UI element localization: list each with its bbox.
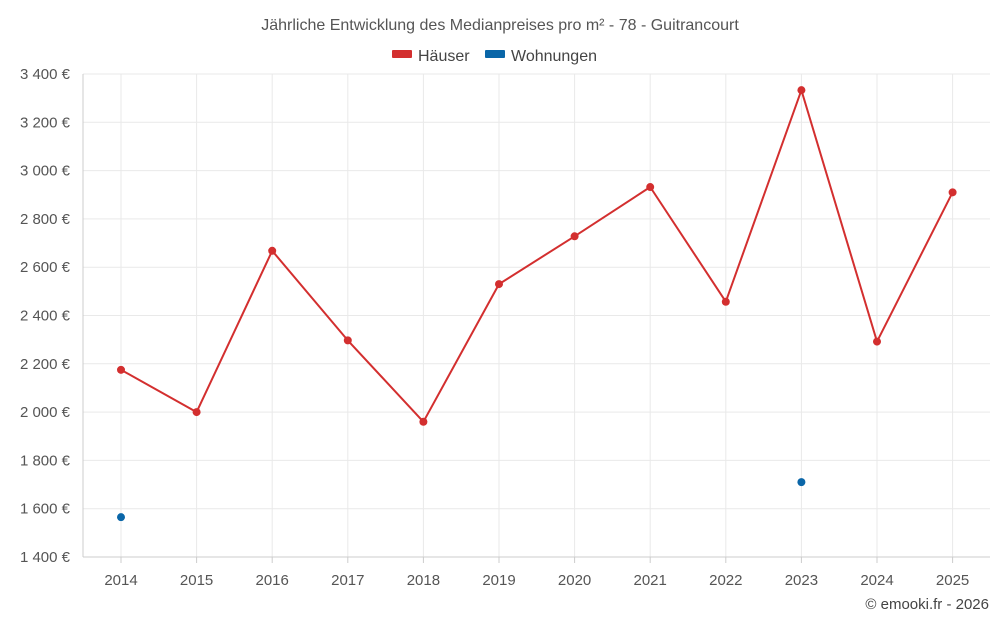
- data-point-hauser[interactable]: [419, 417, 428, 426]
- y-tick-label: 2 200 €: [20, 356, 71, 373]
- y-tick-label: 1 400 €: [20, 549, 71, 566]
- y-tick-label: 1 600 €: [20, 501, 71, 518]
- series-line-hauser: [120, 89, 954, 423]
- legend-label-hauser: Häuser: [418, 48, 470, 65]
- y-tick-label: 2 000 €: [20, 404, 71, 421]
- legend-item-wohnungen[interactable]: Wohnungen: [485, 48, 597, 65]
- x-tick-label: 2021: [634, 572, 667, 589]
- x-tick-label: 2017: [331, 572, 364, 589]
- x-tick-label: 2016: [256, 572, 289, 589]
- legend-swatch-wohnungen: [485, 50, 505, 58]
- y-tick-label: 3 200 €: [20, 114, 71, 131]
- legend-swatch-hauser: [392, 50, 412, 58]
- data-point-hauser[interactable]: [343, 336, 352, 345]
- x-tick-label: 2014: [104, 572, 137, 589]
- data-point-hauser[interactable]: [873, 337, 881, 346]
- series: [117, 86, 957, 522]
- x-tick-label: 2022: [709, 572, 742, 589]
- y-tick-label: 1 800 €: [20, 452, 71, 469]
- x-tick-label: 2019: [482, 572, 515, 589]
- data-point-hauser[interactable]: [721, 297, 730, 306]
- data-point-wohnungen[interactable]: [117, 513, 125, 522]
- y-tick-label: 2 400 €: [20, 308, 71, 325]
- data-point-hauser[interactable]: [570, 232, 579, 241]
- data-point-wohnungen[interactable]: [797, 478, 806, 487]
- data-point-hauser[interactable]: [117, 365, 125, 374]
- x-tick-label: 2020: [558, 572, 591, 589]
- x-tick-label: 2023: [785, 572, 818, 589]
- y-tick-label: 2 800 €: [20, 211, 71, 228]
- data-point-hauser[interactable]: [192, 408, 201, 417]
- data-point-hauser[interactable]: [268, 246, 277, 255]
- x-tick-label: 2015: [180, 572, 213, 589]
- y-tick-label: 3 000 €: [20, 163, 71, 180]
- legend-label-wohnungen: Wohnungen: [511, 48, 597, 65]
- chart-title: Jährliche Entwicklung des Medianpreises …: [261, 17, 739, 34]
- legend: Häuser Wohnungen: [392, 48, 597, 65]
- credit-text: © emooki.fr - 2026: [865, 596, 989, 613]
- data-point-hauser[interactable]: [797, 86, 806, 95]
- grid: [83, 73, 990, 558]
- legend-item-hauser[interactable]: Häuser: [392, 48, 470, 65]
- x-tick-label: 2025: [936, 572, 969, 589]
- data-point-hauser[interactable]: [646, 183, 655, 192]
- y-tick-label: 2 600 €: [20, 259, 71, 276]
- data-point-hauser[interactable]: [495, 280, 503, 289]
- x-tick-label: 2024: [860, 572, 893, 589]
- y-tick-label: 3 400 €: [20, 66, 71, 83]
- axes: 1 400 € 1 600 € 1 800 € 2 000 € 2 200 € 2 400…: [20, 66, 990, 589]
- data-point-hauser[interactable]: [948, 188, 957, 197]
- x-tick-label: 2018: [407, 572, 440, 589]
